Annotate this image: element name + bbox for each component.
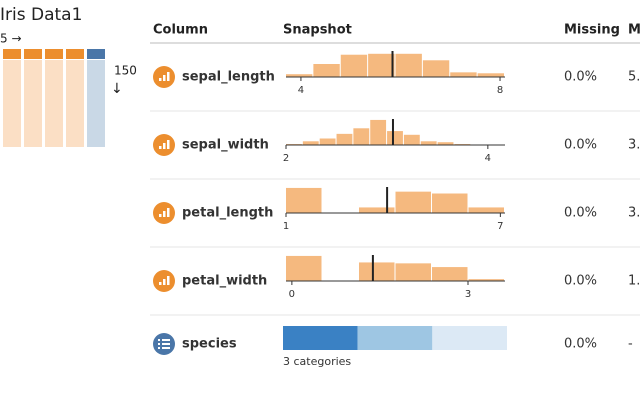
header-mean: M xyxy=(628,23,640,38)
mini-table xyxy=(3,49,105,147)
type-icon xyxy=(153,66,175,88)
type-icon xyxy=(153,134,175,156)
histogram-bar xyxy=(432,267,468,281)
histogram-bar xyxy=(370,119,387,145)
tick-label: 2 xyxy=(283,153,289,164)
histogram-bar xyxy=(437,142,454,145)
histogram-bar xyxy=(450,72,477,77)
histogram-bar xyxy=(422,60,450,77)
tick-label: 4 xyxy=(485,153,491,164)
icon-bar xyxy=(167,140,170,149)
histogram-bar xyxy=(403,134,420,145)
rows-arrow: ↓ xyxy=(111,81,123,97)
header-snapshot: Snapshot xyxy=(283,23,352,38)
mean-value: 3. xyxy=(628,138,640,153)
histogram-bar xyxy=(353,128,370,145)
icon-dot xyxy=(158,343,160,345)
mean-value: 5. xyxy=(628,70,640,85)
columns-count: 5 → xyxy=(0,32,22,46)
column-name: sepal_length xyxy=(182,70,275,85)
histogram-bar xyxy=(395,191,431,213)
mean-value: 1. xyxy=(628,274,640,289)
category-bar xyxy=(283,326,358,350)
dataset-title: Iris Data1 xyxy=(0,5,82,25)
mean-value: - xyxy=(628,337,633,352)
column-name: species xyxy=(182,337,237,352)
tick-label: 7 xyxy=(497,221,503,232)
histogram-bar xyxy=(359,207,395,213)
category-caption: 3 categories xyxy=(283,355,351,368)
missing-value: 0.0% xyxy=(564,274,597,289)
tick-label: 0 xyxy=(289,289,295,300)
histogram-bar xyxy=(432,193,468,213)
icon-line xyxy=(162,347,170,349)
tick-label: 3 xyxy=(465,289,471,300)
icon-bar xyxy=(159,282,162,285)
icon-bar xyxy=(167,72,170,81)
histogram-bar xyxy=(286,74,313,77)
header-missing: Missing xyxy=(564,23,620,38)
icon-bar xyxy=(163,211,166,217)
histogram-bar xyxy=(468,279,504,281)
column-name: petal_length xyxy=(182,206,273,221)
type-icon xyxy=(153,202,175,224)
histogram-bar xyxy=(395,263,431,281)
type-icon xyxy=(153,270,175,292)
rows-count: 150 xyxy=(114,64,137,78)
histogram-bar xyxy=(387,131,403,145)
icon-line xyxy=(162,339,170,341)
histogram-bar xyxy=(319,138,336,145)
icon-bar xyxy=(159,78,162,81)
column-name: sepal_width xyxy=(182,138,269,153)
histogram-bar xyxy=(313,64,340,77)
missing-value: 0.0% xyxy=(564,206,597,221)
icon-bar xyxy=(163,279,166,285)
missing-value: 0.0% xyxy=(564,138,597,153)
icon-bar xyxy=(167,276,170,285)
histogram-bar xyxy=(359,262,395,281)
histogram-bar xyxy=(286,187,322,213)
histogram-bar xyxy=(468,207,504,213)
histogram-bar xyxy=(302,141,319,145)
icon-dot xyxy=(158,339,160,341)
histogram-bar xyxy=(340,54,368,77)
missing-value: 0.0% xyxy=(564,337,597,352)
category-bar xyxy=(432,326,507,350)
icon-dot xyxy=(158,347,160,349)
histogram-bar xyxy=(336,133,353,145)
icon-bar xyxy=(163,143,166,149)
histogram-bar xyxy=(420,141,437,145)
mean-value: 3. xyxy=(628,206,640,221)
column-name: petal_width xyxy=(182,274,267,289)
icon-bar xyxy=(159,146,162,149)
category-bar xyxy=(357,326,433,350)
tick-label: 1 xyxy=(283,221,289,232)
histogram-bar xyxy=(286,255,322,281)
icon-bar xyxy=(159,214,162,217)
histogram-bar xyxy=(395,53,422,77)
icon-bar xyxy=(163,75,166,81)
histogram-bar xyxy=(477,73,504,77)
icon-bar xyxy=(167,208,170,217)
missing-value: 0.0% xyxy=(564,70,597,85)
type-icon xyxy=(153,333,175,355)
header-column: Column xyxy=(153,23,208,38)
tick-label: 8 xyxy=(497,85,503,96)
histogram-bar xyxy=(368,53,395,77)
tick-label: 4 xyxy=(298,85,304,96)
icon-line xyxy=(162,343,170,345)
